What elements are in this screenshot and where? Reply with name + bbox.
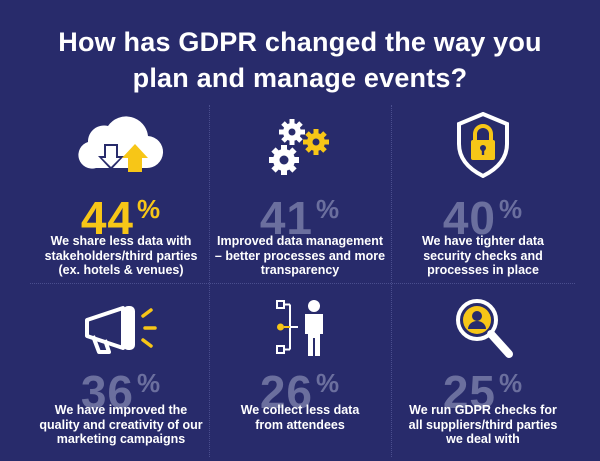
stat-description: We share less data with stakeholders/thi…: [44, 234, 198, 277]
stat-card-gdpr-checks: 25% We run GDPR checks for all suppliers…: [383, 298, 583, 458]
stat-percentage: 25%: [442, 366, 524, 418]
cloud-transfer-icon: [78, 116, 164, 172]
stat-percentage: 40%: [442, 192, 524, 244]
page-title: How has GDPR changed the way you plan an…: [0, 24, 600, 96]
shield-lock-icon: [457, 112, 509, 178]
stat-card-data-management: 41% Improved data management – better pr…: [200, 112, 400, 282]
stat-card-marketing-campaigns: 36% We have improved the quality and cre…: [21, 298, 221, 458]
stat-card-share-less-data: 44% We share less data with stakeholders…: [21, 112, 221, 282]
stat-description: Improved data management – better proces…: [214, 234, 386, 277]
title-line-1: How has GDPR changed the way you: [58, 27, 542, 57]
stat-description: We have improved the quality and creativ…: [39, 403, 203, 446]
megaphone-icon: [85, 306, 157, 354]
title-line-2: plan and manage events?: [132, 63, 468, 93]
stat-percentage: 26%: [259, 366, 341, 418]
stat-card-collect-less-data: 26% We collect less data from attendees: [200, 298, 400, 458]
stat-percentage: 36%: [80, 366, 162, 418]
stat-percentage: 44%: [80, 192, 162, 244]
gears-icon: [269, 119, 329, 175]
person-data-icon: [276, 300, 323, 356]
stat-percentage: 41%: [259, 192, 341, 244]
magnifier-person-icon: [456, 299, 513, 358]
divider-vertical-1: [209, 105, 210, 457]
stat-card-security-checks: 40% We have tighter data security checks…: [383, 112, 583, 282]
stat-description: We have tighter data security checks and…: [421, 234, 545, 277]
divider-vertical-2: [391, 105, 392, 457]
divider-horizontal: [30, 283, 575, 284]
stat-description: We collect less data from attendees: [240, 403, 360, 432]
stat-description: We run GDPR checks for all suppliers/thi…: [408, 403, 558, 446]
